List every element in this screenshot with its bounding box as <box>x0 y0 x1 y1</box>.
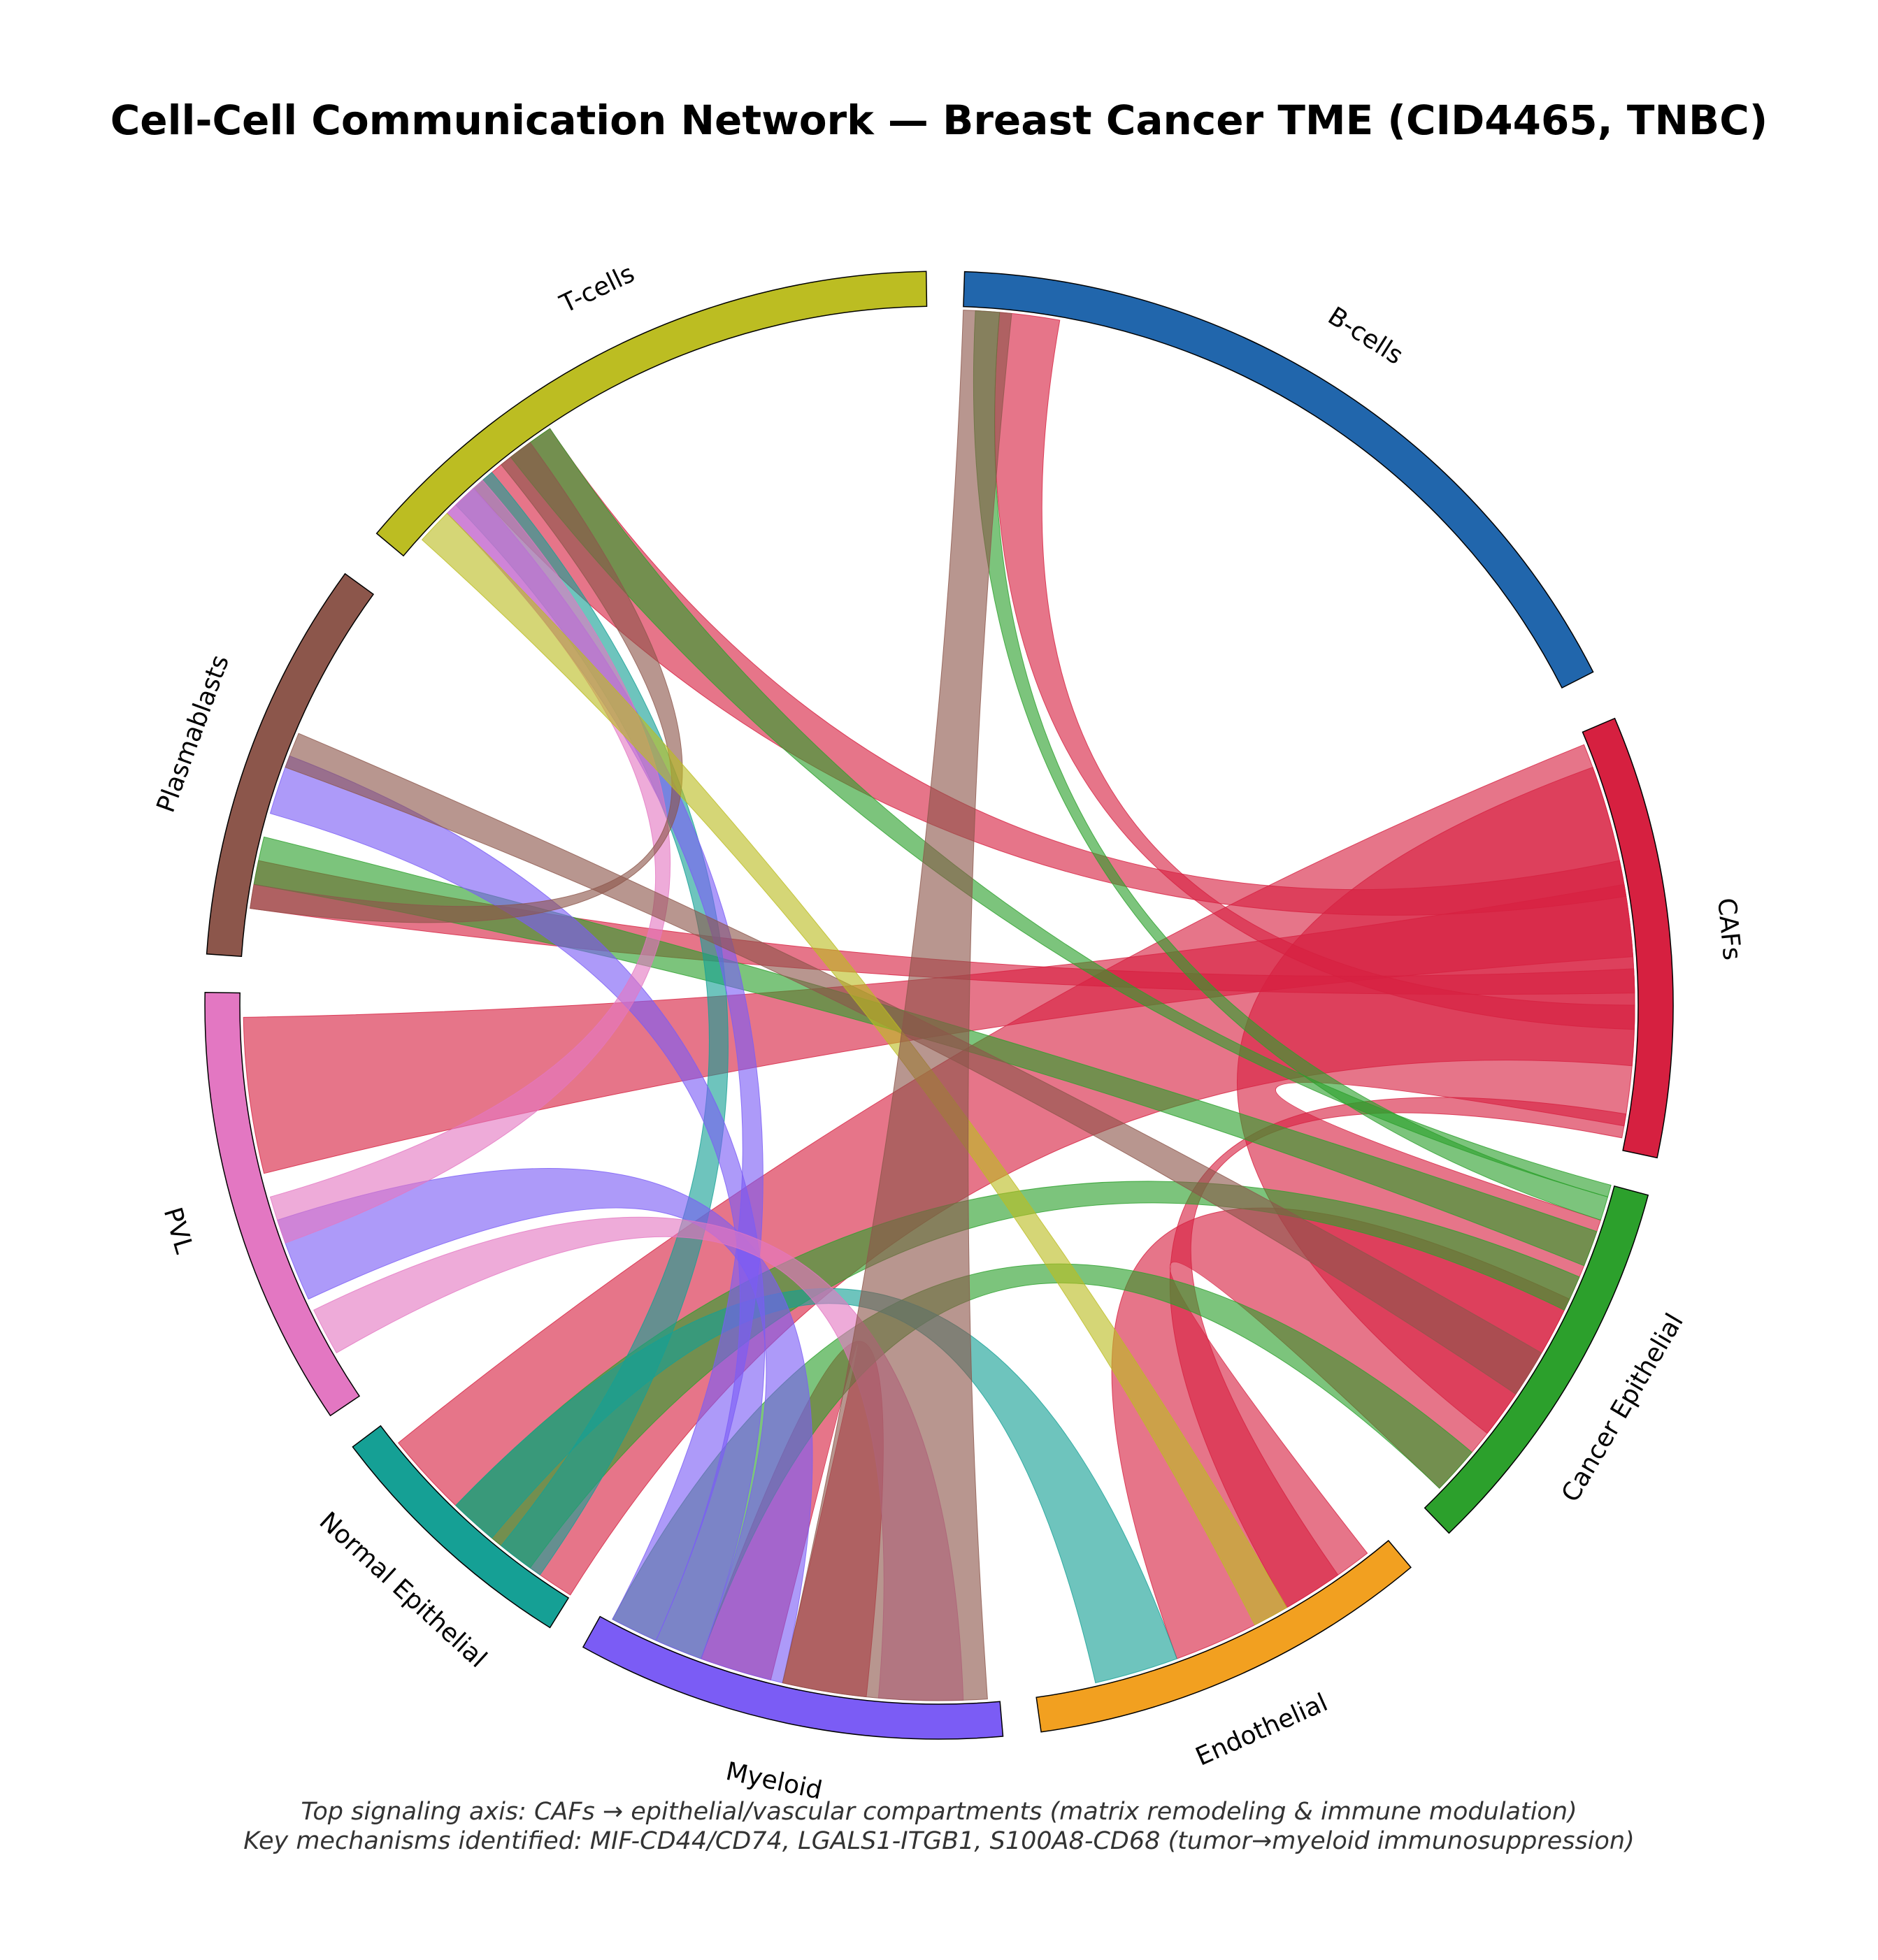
chord-links <box>243 310 1635 1701</box>
chord-link-bcells-25 <box>782 310 1012 1701</box>
segment-arc-endothelial <box>1035 1539 1412 1733</box>
segment-arc-b-cells <box>963 271 1594 689</box>
segment-label-cafs: CAFs <box>1712 897 1746 962</box>
chord-segments <box>204 271 1674 1740</box>
segment-label-endothelial: Endothelial <box>1191 1688 1332 1771</box>
figure-title: Cell-Cell Communication Network — Breast… <box>110 96 1768 144</box>
segment-label-t-cells: T-cells <box>555 259 639 319</box>
segment-label-plasmablasts: Plasmablasts <box>152 651 235 816</box>
segment-arc-plasmablasts <box>206 572 375 957</box>
segment-arc-cancer-epithelial <box>1424 1185 1649 1534</box>
chord-link-tcells-24 <box>421 512 1288 1626</box>
segment-arc-t-cells <box>375 271 928 557</box>
chord-link-plasmablasts-23 <box>285 733 1542 1395</box>
segment-label-b-cells: B-cells <box>1323 302 1408 370</box>
segment-label-pvl: PVL <box>158 1204 199 1257</box>
segment-arc-normal-epithelial <box>352 1425 570 1629</box>
segment-arc-cafs <box>1582 717 1674 1159</box>
caption-line-2: Key mechanisms identified: MIF-CD44/CD74… <box>243 1827 1635 1855</box>
segment-arc-pvl <box>204 991 361 1417</box>
caption-line-1: Top signaling axis: CAFs → epithelial/va… <box>301 1798 1577 1826</box>
segment-arc-myeloid <box>582 1615 1004 1740</box>
